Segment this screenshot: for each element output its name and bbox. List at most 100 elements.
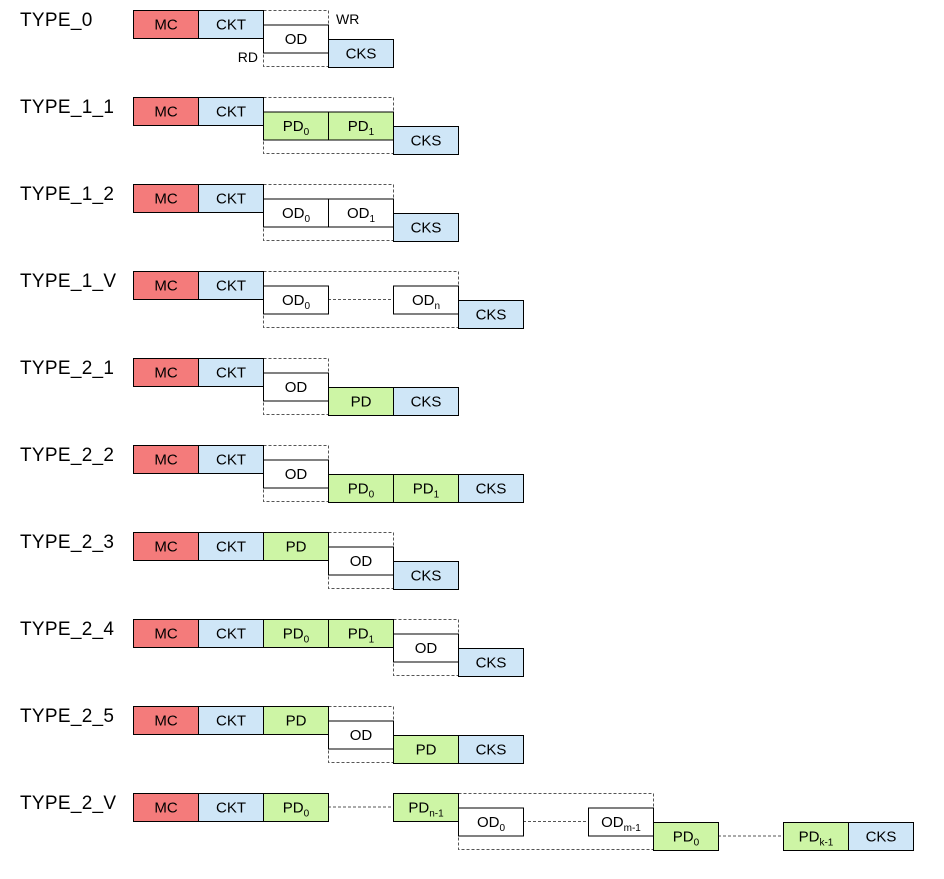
block-subscript: 1	[434, 490, 440, 501]
block-label: OD0	[282, 205, 311, 225]
block-subscript: 0	[304, 127, 310, 138]
block-ckt: CKT	[198, 184, 264, 213]
block-label: PD1	[348, 118, 375, 138]
block-pd: PDk-1	[783, 822, 849, 851]
row-label: TYPE_2_4	[20, 619, 115, 640]
block-label: CKT	[216, 104, 246, 121]
block-subscript: 1	[369, 635, 375, 646]
block-od: OD0	[263, 198, 329, 228]
block-mc: MC	[133, 271, 199, 300]
block-label: OD	[285, 31, 308, 48]
row-label: TYPE_1_1	[20, 97, 115, 118]
block-label: MC	[154, 626, 177, 643]
block-subscript: n-1	[429, 809, 444, 820]
block-label: CKT	[216, 713, 246, 730]
block-subscript: 0	[369, 490, 375, 501]
block-cks: CKS	[458, 474, 524, 503]
block-ckt: CKT	[198, 619, 264, 648]
block-label: CKT	[216, 278, 246, 295]
block-pd: PDn-1	[393, 793, 459, 822]
block-mc: MC	[133, 358, 199, 387]
block-pd: PD1	[393, 474, 459, 503]
block-label: OD	[415, 640, 438, 657]
frame-diagram: MC CKT OD0 ODn CKS	[133, 271, 524, 329]
block-subscript: 0	[304, 635, 310, 646]
block-label: PD	[286, 539, 307, 556]
block-pd: PD1	[328, 619, 394, 648]
block-ckt: CKT	[198, 97, 264, 126]
block-cks: CKS	[328, 39, 394, 68]
block-cks: CKS	[393, 213, 459, 242]
block-label: PDk-1	[799, 829, 834, 849]
block-label: ODn	[412, 292, 440, 312]
row-label: TYPE_2_1	[20, 358, 115, 379]
frame-diagram: MC CKT OD0 OD1 CKS	[133, 184, 459, 242]
block-label: CKS	[476, 481, 507, 498]
block-pd: PD0	[263, 111, 329, 141]
type-row-type-0: TYPE_0 MC CKT OD CKS WR RD	[0, 10, 944, 96]
row-label: TYPE_1_V	[20, 271, 117, 292]
type-row-type-1-1: TYPE_1_1 MC CKT PD0 PD1 CKS	[0, 97, 944, 183]
block-ckt: CKT	[198, 793, 264, 822]
block-label: CKS	[411, 568, 442, 585]
block-label: CKT	[216, 17, 246, 34]
block-ckt: CKT	[198, 706, 264, 735]
block-label: MC	[154, 191, 177, 208]
frame-diagram: MC CKT PD0 PDn-1 OD0 ODm-1 PD0 PDk-1 CKS	[133, 793, 914, 851]
block-label: CKS	[346, 46, 377, 63]
type-row-type-2-1: TYPE_2_1 MC CKT OD PD CKS	[0, 358, 944, 444]
block-cks: CKS	[393, 126, 459, 155]
frame-diagram: MC CKT PD0 PD1 OD CKS	[133, 619, 524, 677]
block-label: CKS	[476, 742, 507, 759]
block-pd: PD0	[328, 474, 394, 503]
block-label: CKT	[216, 365, 246, 382]
block-cks: CKS	[848, 822, 914, 851]
block-od: OD	[263, 459, 329, 489]
block-mc: MC	[133, 97, 199, 126]
block-mc: MC	[133, 532, 199, 561]
type-row-type-1-2: TYPE_1_2 MC CKT OD0 OD1 CKS	[0, 184, 944, 270]
block-subscript: 0	[304, 301, 310, 312]
block-label: PD0	[283, 118, 310, 138]
block-label: CKS	[411, 220, 442, 237]
type-row-type-1-v: TYPE_1_V MC CKT OD0 ODn CKS	[0, 271, 944, 357]
block-mc: MC	[133, 10, 199, 39]
block-label: CKS	[411, 394, 442, 411]
block-label: PD0	[348, 481, 375, 501]
frame-diagram: MC CKT PD OD PD CKS	[133, 706, 524, 764]
block-label: ODm-1	[601, 814, 641, 834]
block-cks: CKS	[458, 648, 524, 677]
block-label: PDn-1	[408, 800, 444, 820]
block-subscript: 0	[304, 214, 310, 225]
block-subscript: 0	[694, 838, 700, 849]
block-label: PD	[416, 742, 437, 759]
block-pd: PD0	[263, 793, 329, 822]
block-subscript: n	[434, 301, 440, 312]
block-label: MC	[154, 365, 177, 382]
block-ckt: CKT	[198, 532, 264, 561]
block-label: MC	[154, 539, 177, 556]
block-od: OD	[328, 546, 394, 576]
block-label: PD	[351, 394, 372, 411]
block-mc: MC	[133, 619, 199, 648]
block-label: CKS	[866, 829, 897, 846]
block-label: CKS	[411, 133, 442, 150]
block-pd: PD1	[328, 111, 394, 141]
block-subscript: 1	[369, 214, 375, 225]
block-od: OD	[263, 372, 329, 402]
block-label: PD0	[283, 626, 310, 646]
block-label: MC	[154, 800, 177, 817]
block-mc: MC	[133, 445, 199, 474]
block-od: OD1	[328, 198, 394, 228]
block-label: CKS	[476, 655, 507, 672]
block-mc: MC	[133, 184, 199, 213]
row-label: TYPE_2_5	[20, 706, 115, 727]
block-label: CKT	[216, 191, 246, 208]
type-row-type-2-3: TYPE_2_3 MC CKT PD OD CKS	[0, 532, 944, 618]
block-label: OD	[350, 553, 373, 570]
block-label: PD	[286, 713, 307, 730]
block-label: OD0	[477, 814, 506, 834]
block-label: PD0	[283, 800, 310, 820]
block-label: CKT	[216, 539, 246, 556]
block-label: OD0	[282, 292, 311, 312]
